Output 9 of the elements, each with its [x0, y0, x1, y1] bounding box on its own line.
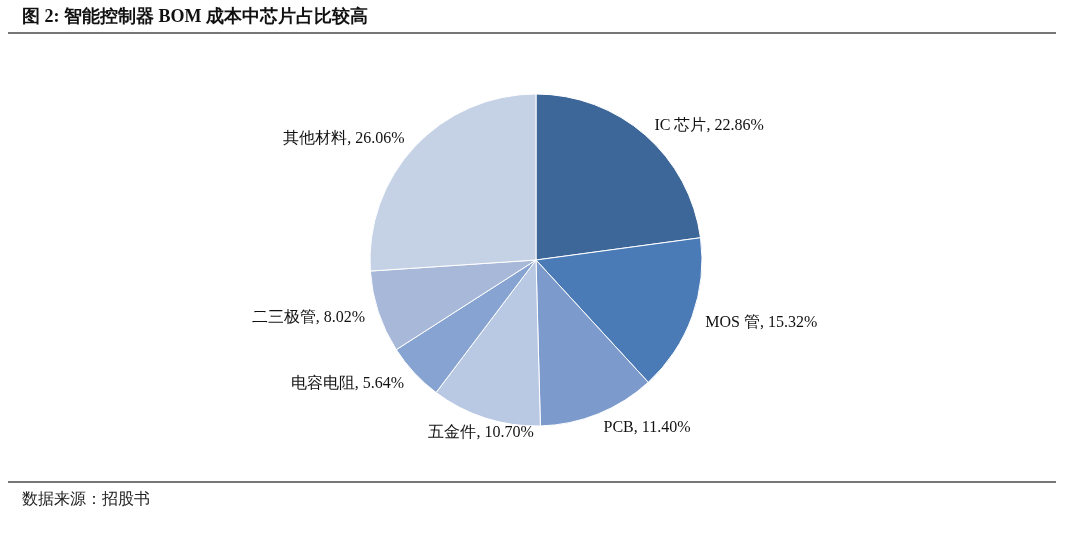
slice-label: MOS 管, 15.32% — [705, 312, 818, 330]
chart-title: 图 2: 智能控制器 BOM 成本中芯片占比较高 — [22, 5, 368, 27]
slice-label: 其他材料, 26.06% — [283, 128, 405, 146]
slice-label: IC 芯片, 22.86% — [654, 115, 764, 133]
slice-label: 二三极管, 8.02% — [251, 307, 366, 325]
slice-label: PCB, 11.40% — [603, 418, 691, 436]
source-note: 数据来源：招股书 — [22, 489, 150, 509]
slice-label: 电容电阻, 5.64% — [290, 373, 405, 391]
slice-label: 五金件, 10.70% — [428, 422, 534, 440]
